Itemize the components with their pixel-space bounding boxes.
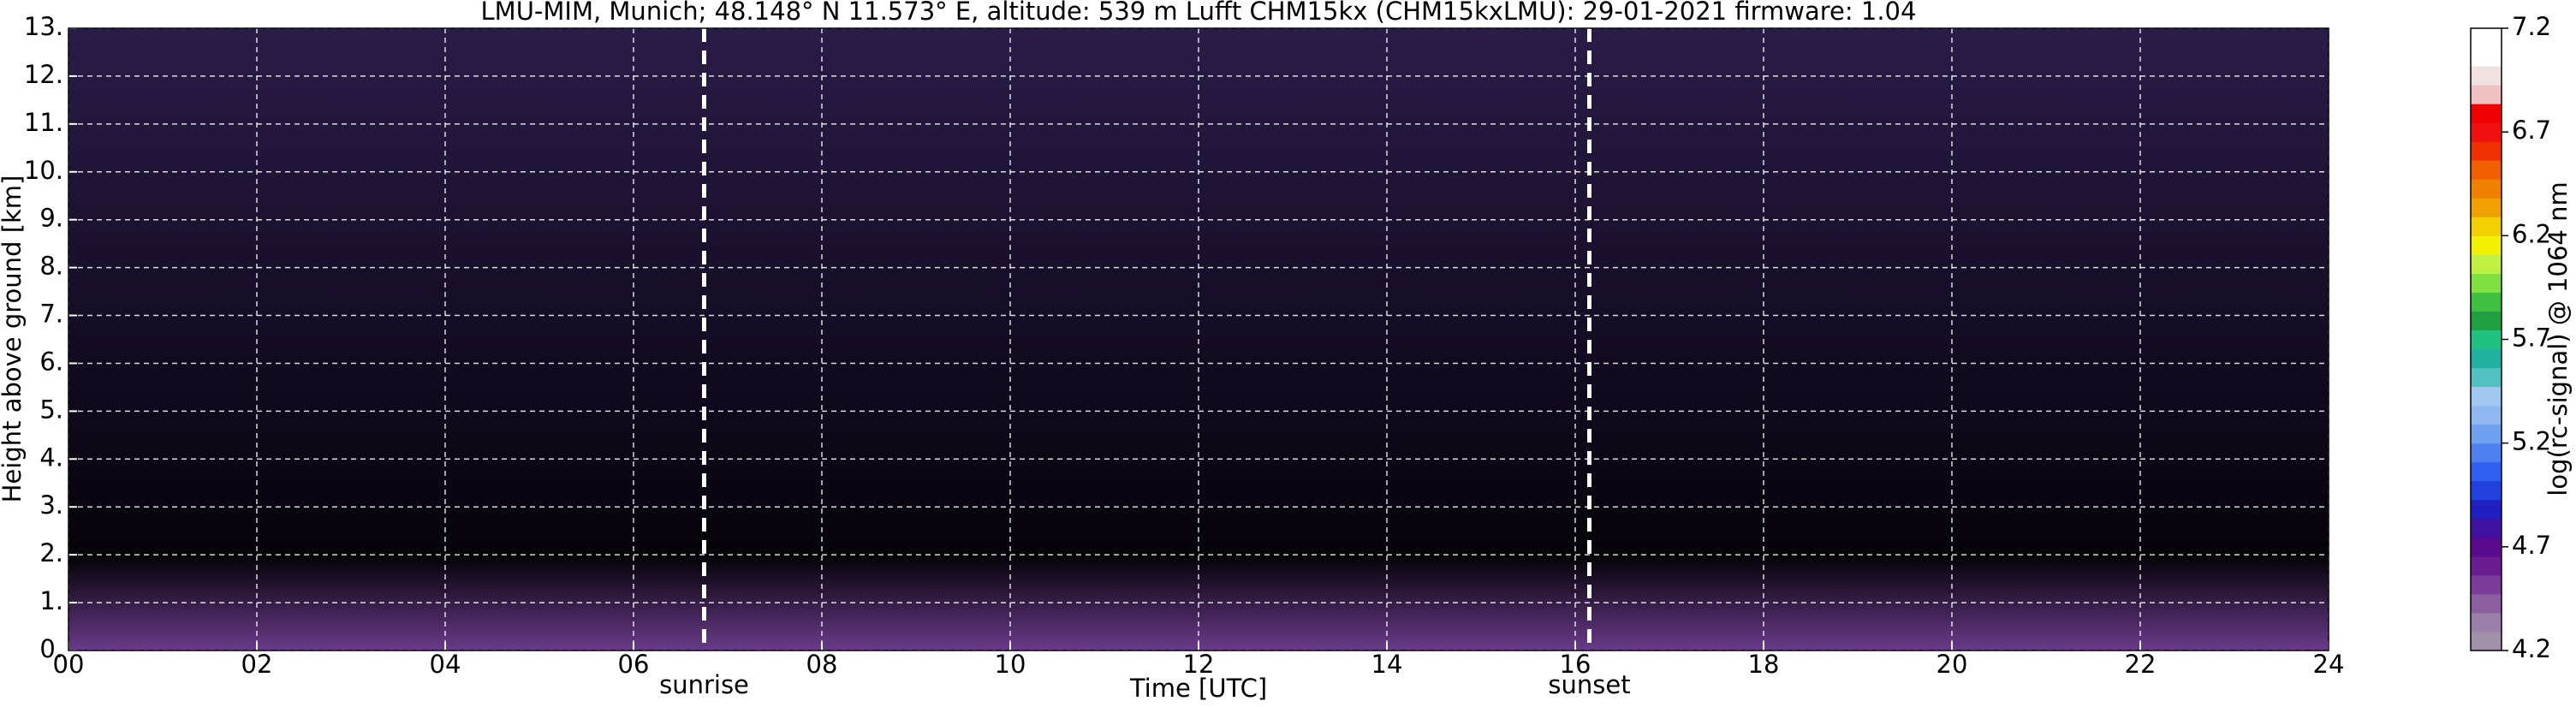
colorbar-segment	[2471, 292, 2502, 312]
colorbar-segment	[2471, 141, 2502, 161]
annotation-label: sunset	[1548, 670, 1630, 699]
x-tick-label: 14	[1371, 650, 1403, 679]
colorbar-segment	[2471, 386, 2502, 407]
y-tick-label: 7.	[39, 300, 63, 329]
colorbar-segment	[2471, 443, 2502, 463]
y-tick-label: 3.	[39, 490, 63, 520]
colorbar-segment	[2471, 160, 2502, 180]
x-axis-label: Time [UTC]	[1129, 674, 1267, 703]
colorbar-segment	[2471, 179, 2502, 199]
x-tick-label: 24	[2313, 650, 2345, 679]
colorbar-segment	[2471, 518, 2502, 538]
y-tick-label: 8.	[39, 252, 63, 281]
colorbar-segment	[2471, 574, 2502, 595]
colorbar-segment	[2471, 85, 2502, 104]
colorbar-tick-label: 6.2	[2512, 219, 2551, 248]
colorbar-label: log(rc-signal) @ 1064 nm	[2543, 181, 2573, 496]
colorbar-segment	[2471, 198, 2502, 217]
x-tick-label: 20	[1936, 650, 1968, 679]
colorbar-tick-label: 4.7	[2512, 531, 2551, 560]
colorbar-segment	[2471, 537, 2502, 557]
colorbar-tick-label: 4.2	[2512, 634, 2551, 663]
colorbar-segment	[2471, 367, 2502, 388]
y-tick-label: 1.	[39, 586, 63, 615]
colorbar-segment	[2471, 273, 2502, 293]
x-tick-label: 10	[995, 650, 1026, 679]
x-tick-label: 18	[1748, 650, 1780, 679]
x-tick-label: 08	[806, 650, 838, 679]
colorbar-segment	[2471, 330, 2502, 350]
colorbar-segment	[2471, 217, 2502, 236]
y-tick-label: 12.	[24, 60, 63, 89]
y-tick-label: 2.	[39, 538, 63, 567]
x-tick-label: 16	[1560, 650, 1591, 679]
colorbar-segment	[2471, 480, 2502, 501]
x-tick-label: 02	[241, 650, 273, 679]
colorbar-segment	[2471, 47, 2502, 67]
colorbar-segment	[2471, 66, 2502, 86]
colorbar-segment	[2471, 348, 2502, 369]
x-tick-label: 06	[618, 650, 650, 679]
colorbar-segment	[2471, 499, 2502, 520]
x-tick-label: 22	[2125, 650, 2157, 679]
colorbar-segment	[2471, 405, 2502, 425]
x-tick-label: 00	[53, 650, 85, 679]
colorbar-segment	[2471, 612, 2502, 633]
colorbar-segment	[2471, 593, 2502, 614]
colorbar-segment	[2471, 556, 2502, 576]
colorbar-segment	[2471, 28, 2502, 48]
y-tick-label: 13.	[24, 12, 63, 41]
y-tick-label: 5.	[39, 395, 63, 424]
colorbar-segment	[2471, 122, 2502, 142]
colorbar-tick-label: 7.2	[2512, 12, 2551, 41]
y-tick-label: 6.	[39, 347, 63, 376]
chart-title: LMU-MIM, Munich; 48.148° N 11.573° E, al…	[481, 0, 1917, 26]
x-tick-label: 12	[1183, 650, 1215, 679]
plot-frame	[68, 27, 2329, 651]
colorbar-segment	[2471, 104, 2502, 123]
y-tick-label: 0.	[39, 634, 63, 663]
y-tick-label: 9.	[39, 204, 63, 233]
y-tick-label: 10.	[24, 156, 63, 185]
colorbar-segment	[2471, 461, 2502, 482]
colorbar-tick-label: 5.2	[2512, 427, 2551, 456]
colorbar-tick-label: 5.7	[2512, 324, 2551, 353]
colorbar-tick-label: 6.7	[2512, 116, 2551, 145]
annotation-label: sunrise	[659, 670, 749, 699]
y-tick-label: 4.	[39, 443, 63, 472]
y-axis-label: Height above ground [km]	[0, 175, 27, 503]
colorbar-segment	[2471, 235, 2502, 255]
y-tick-label: 11.	[24, 108, 63, 137]
colorbar-segment	[2471, 631, 2502, 651]
colorbar-segment	[2471, 254, 2502, 274]
colorbar-segment	[2471, 424, 2502, 444]
x-tick-label: 04	[430, 650, 461, 679]
colorbar-segment	[2471, 311, 2502, 330]
